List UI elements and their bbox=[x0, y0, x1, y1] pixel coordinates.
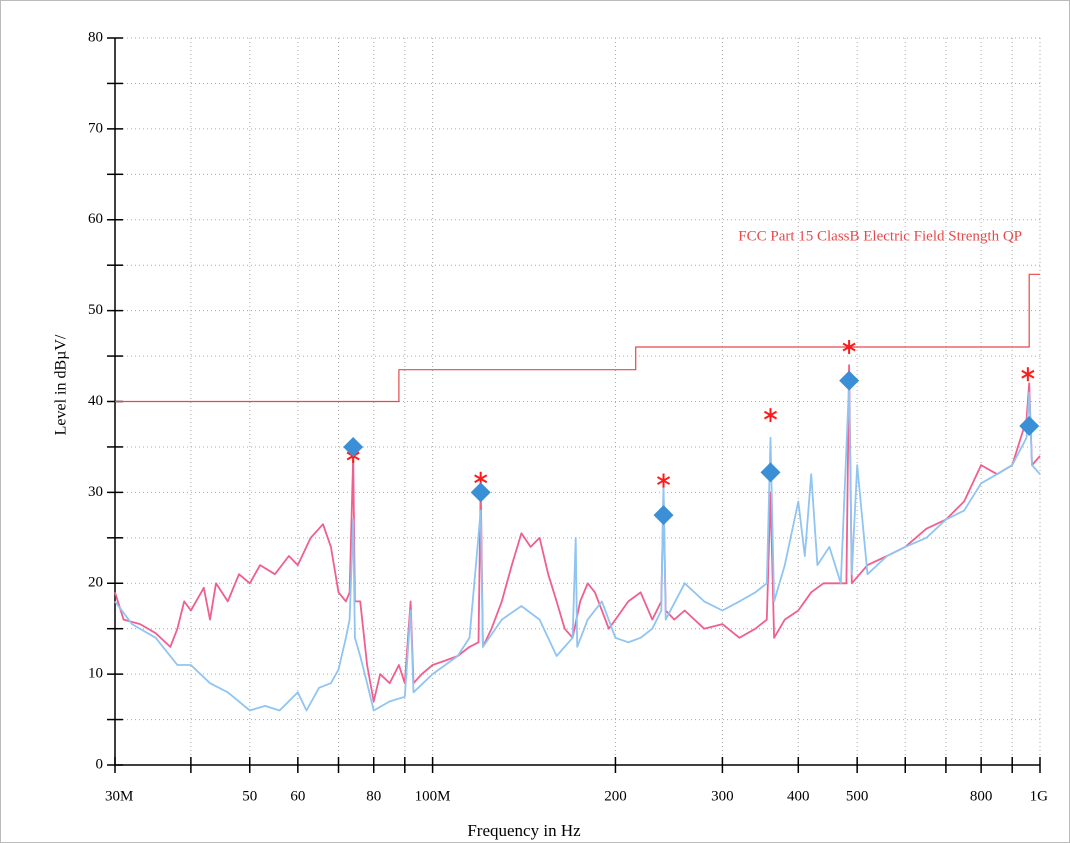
x-tick-label: 30M bbox=[105, 788, 133, 804]
x-tick-label: 60 bbox=[290, 788, 305, 804]
x-axis-label: Frequency in Hz bbox=[467, 821, 581, 840]
marker-stroke bbox=[474, 474, 488, 484]
x-tick-label: 300 bbox=[711, 788, 734, 804]
qp-marker bbox=[760, 462, 781, 483]
qp-marker bbox=[343, 436, 364, 457]
x-tick-label: 1G bbox=[1030, 788, 1049, 804]
x-tick-label: 80 bbox=[366, 788, 381, 804]
y-tick-label: 20 bbox=[88, 575, 103, 591]
x-tick-label: 200 bbox=[604, 788, 627, 804]
y-tick-label: 10 bbox=[88, 666, 103, 682]
qp-marker bbox=[653, 505, 674, 526]
y-tick-label: 80 bbox=[88, 29, 103, 45]
y-tick-label: 50 bbox=[88, 302, 103, 318]
peak-marker bbox=[842, 339, 856, 354]
peak-marker bbox=[1021, 367, 1035, 382]
trace bbox=[114, 364, 1041, 703]
limit-label: FCC Part 15 ClassB Electric Field Streng… bbox=[738, 229, 1022, 245]
marker-stroke bbox=[763, 410, 778, 420]
trace bbox=[115, 273, 1040, 403]
y-tick-label: 40 bbox=[88, 393, 103, 409]
qp-marker bbox=[470, 482, 491, 503]
x-tick-label: 50 bbox=[242, 788, 257, 804]
marker-stroke bbox=[842, 342, 856, 352]
y-tick-label: 0 bbox=[96, 756, 104, 772]
y-axis-label: Level in dBµV/ bbox=[53, 334, 70, 435]
trace bbox=[114, 382, 1041, 712]
x-tick-label: 800 bbox=[970, 788, 993, 804]
peak-marker bbox=[763, 408, 778, 423]
x-tick-label: 100M bbox=[415, 788, 451, 804]
qp-marker bbox=[1019, 416, 1040, 437]
qp-marker bbox=[839, 370, 860, 391]
y-tick-label: 70 bbox=[88, 120, 103, 136]
x-tick-label: 500 bbox=[846, 788, 869, 804]
y-tick-label: 30 bbox=[88, 484, 103, 500]
y-tick-label: 60 bbox=[88, 211, 103, 227]
marker-stroke bbox=[656, 476, 671, 485]
x-tick-label: 400 bbox=[787, 788, 810, 804]
marker-stroke bbox=[1021, 369, 1035, 379]
peak-marker bbox=[656, 473, 671, 488]
